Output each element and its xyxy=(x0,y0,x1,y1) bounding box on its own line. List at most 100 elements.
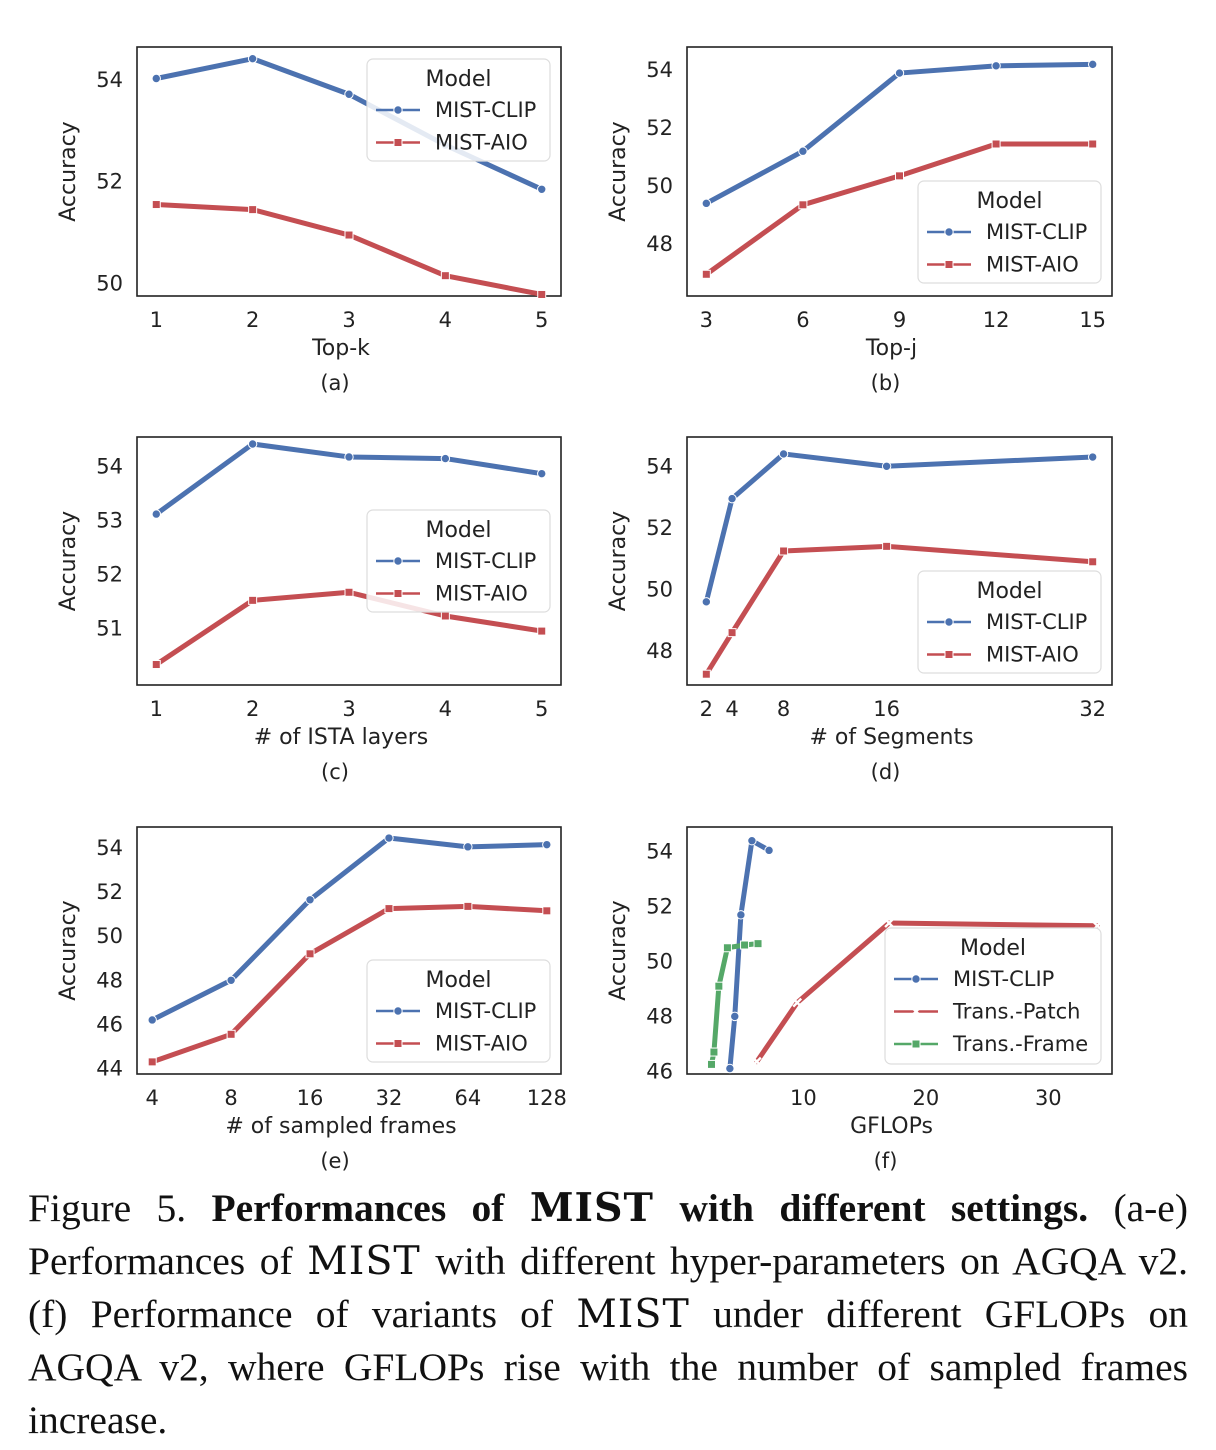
x-tick-label: 3 xyxy=(700,308,713,332)
data-point xyxy=(344,89,354,99)
data-point xyxy=(542,906,552,916)
y-tick-label: 48 xyxy=(646,639,673,663)
x-tick-label: 6 xyxy=(796,308,809,332)
x-tick-label: 2 xyxy=(246,697,259,721)
data-point xyxy=(1087,59,1098,70)
y-tick-label: 51 xyxy=(96,616,123,640)
data-point xyxy=(344,452,354,462)
data-point xyxy=(730,1011,740,1022)
data-point xyxy=(226,1029,236,1039)
y-tick-label: 53 xyxy=(96,509,123,533)
legend: Model MIST-CLIP MIST-AIO xyxy=(366,959,551,1063)
data-point xyxy=(305,895,315,905)
legend-box xyxy=(366,58,551,162)
data-point xyxy=(701,198,712,209)
x-tick-label: 4 xyxy=(439,697,452,721)
caption-text-1: (a-e) Performances of xyxy=(28,1186,1188,1283)
legend: Model MIST-CLIP Trans.-Patch Trans.-Frame xyxy=(884,927,1102,1065)
data-point xyxy=(440,453,451,464)
legend-label: MIST-AIO xyxy=(986,253,1079,277)
figure-caption: Figure 5. Performances of MIST with diff… xyxy=(28,1182,1188,1447)
x-axis-label: Top-k xyxy=(311,336,370,361)
data-point xyxy=(894,68,905,78)
caption-text-2: with different hyper-parameters on AGQA … xyxy=(28,1239,1188,1336)
data-point xyxy=(778,449,789,459)
caption-bold-2: with different settings. xyxy=(653,1186,1089,1230)
legend-marker xyxy=(393,105,403,115)
x-axis-label: # of ISTA layers xyxy=(254,725,429,750)
x-tick-label: 10 xyxy=(790,1086,817,1110)
data-point xyxy=(151,73,161,84)
data-point xyxy=(884,918,894,928)
legend-marker xyxy=(393,589,403,598)
legend: Model MIST-CLIP MIST-AIO xyxy=(366,509,551,613)
x-tick-label: 16 xyxy=(873,697,900,721)
data-point xyxy=(736,910,746,920)
y-axis-label: Accuracy xyxy=(56,121,81,221)
data-point xyxy=(709,1047,719,1057)
data-point xyxy=(751,1056,762,1067)
data-point xyxy=(537,289,547,299)
data-point xyxy=(537,184,547,194)
data-point xyxy=(1088,139,1098,149)
data-point xyxy=(151,660,161,670)
legend-label: MIST-CLIP xyxy=(435,549,536,573)
plot-frame xyxy=(136,46,562,297)
data-point xyxy=(727,628,737,638)
data-point xyxy=(701,597,712,607)
x-tick-label: 3 xyxy=(342,308,355,332)
data-point xyxy=(792,997,803,1008)
y-tick-label: 48 xyxy=(96,968,123,992)
x-axis-label: Top-j xyxy=(865,336,917,361)
y-axis-label: Accuracy xyxy=(606,511,631,611)
x-tick-label: 15 xyxy=(1079,308,1106,332)
data-point xyxy=(727,493,737,504)
data-point xyxy=(1088,557,1098,567)
x-tick-label: 20 xyxy=(912,1086,939,1110)
data-point xyxy=(226,975,236,985)
y-axis-label: Accuracy xyxy=(606,121,631,221)
y-tick-label: 54 xyxy=(96,68,123,92)
legend-marker xyxy=(911,974,921,984)
x-tick-label: 64 xyxy=(455,1086,482,1110)
data-point xyxy=(537,626,547,636)
x-tick-label: 32 xyxy=(376,1086,403,1110)
data-point xyxy=(463,842,473,852)
legend: Model MIST-CLIP MIST-AIO xyxy=(366,58,551,162)
data-point xyxy=(725,1063,735,1074)
legend-box xyxy=(884,927,1102,1065)
caption-text-3: under different GFLOPs on AGQA v2, where… xyxy=(28,1292,1188,1442)
caption-prefix: Figure 5. xyxy=(28,1186,212,1230)
y-tick-label: 50 xyxy=(96,271,123,295)
data-point xyxy=(1087,452,1098,462)
data-point xyxy=(147,1015,157,1025)
data-point xyxy=(537,468,547,479)
panel-label: (b) xyxy=(871,371,901,395)
y-tick-label: 52 xyxy=(96,170,123,194)
data-point xyxy=(147,1057,157,1067)
series-line-Trans.-Patch xyxy=(754,920,1100,1065)
legend-title: Model xyxy=(425,968,491,993)
data-point xyxy=(714,981,724,991)
y-tick-label: 52 xyxy=(646,895,673,919)
x-tick-label: 4 xyxy=(725,697,738,721)
x-tick-label: 2 xyxy=(246,308,259,332)
series-line-MIST-CLIP xyxy=(149,835,550,1023)
plot-frame xyxy=(686,436,1113,686)
x-tick-label: 5 xyxy=(535,308,548,332)
data-point xyxy=(440,271,450,281)
legend-label: MIST-CLIP xyxy=(435,98,536,122)
legend-label: MIST-AIO xyxy=(435,582,528,606)
plot-frame xyxy=(136,826,562,1075)
legend-title: Model xyxy=(976,189,1042,214)
x-tick-label: 5 xyxy=(535,697,548,721)
legend-box xyxy=(917,570,1102,674)
x-tick-label: 16 xyxy=(297,1086,324,1110)
panel-label: (e) xyxy=(320,1149,349,1173)
y-tick-label: 52 xyxy=(646,516,673,540)
legend-marker xyxy=(944,650,954,659)
data-point xyxy=(991,139,1001,149)
panel-label: (a) xyxy=(320,371,349,395)
